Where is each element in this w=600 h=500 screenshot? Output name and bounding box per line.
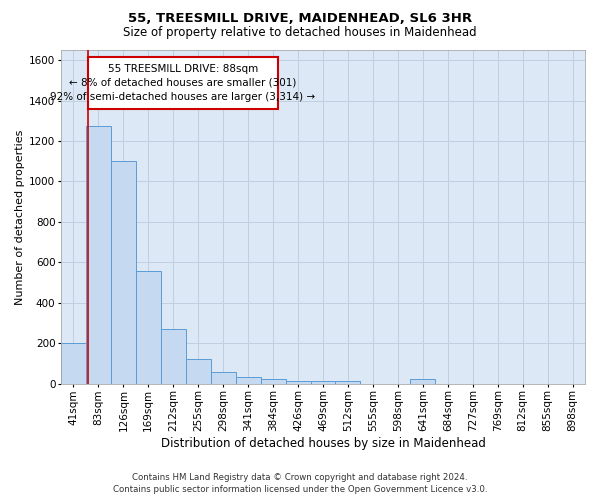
Text: 55, TREESMILL DRIVE, MAIDENHEAD, SL6 3HR: 55, TREESMILL DRIVE, MAIDENHEAD, SL6 3HR xyxy=(128,12,472,26)
Bar xyxy=(410,380,435,384)
Text: Contains HM Land Registry data © Crown copyright and database right 2024.
Contai: Contains HM Land Registry data © Crown c… xyxy=(113,472,487,494)
Bar xyxy=(111,162,136,384)
Bar xyxy=(286,380,311,384)
X-axis label: Distribution of detached houses by size in Maidenhead: Distribution of detached houses by size … xyxy=(161,437,485,450)
Text: 55 TREESMILL DRIVE: 88sqm
← 8% of detached houses are smaller (301)
92% of semi-: 55 TREESMILL DRIVE: 88sqm ← 8% of detach… xyxy=(50,64,316,102)
Bar xyxy=(61,344,86,384)
Bar xyxy=(136,272,161,384)
FancyBboxPatch shape xyxy=(88,57,278,108)
Bar xyxy=(236,377,260,384)
Text: Size of property relative to detached houses in Maidenhead: Size of property relative to detached ho… xyxy=(123,26,477,39)
Bar xyxy=(335,381,361,384)
Y-axis label: Number of detached properties: Number of detached properties xyxy=(15,129,25,304)
Bar xyxy=(311,381,335,384)
Bar xyxy=(86,126,111,384)
Bar xyxy=(260,380,286,384)
Bar xyxy=(211,372,236,384)
Bar xyxy=(186,360,211,384)
Bar xyxy=(161,329,186,384)
